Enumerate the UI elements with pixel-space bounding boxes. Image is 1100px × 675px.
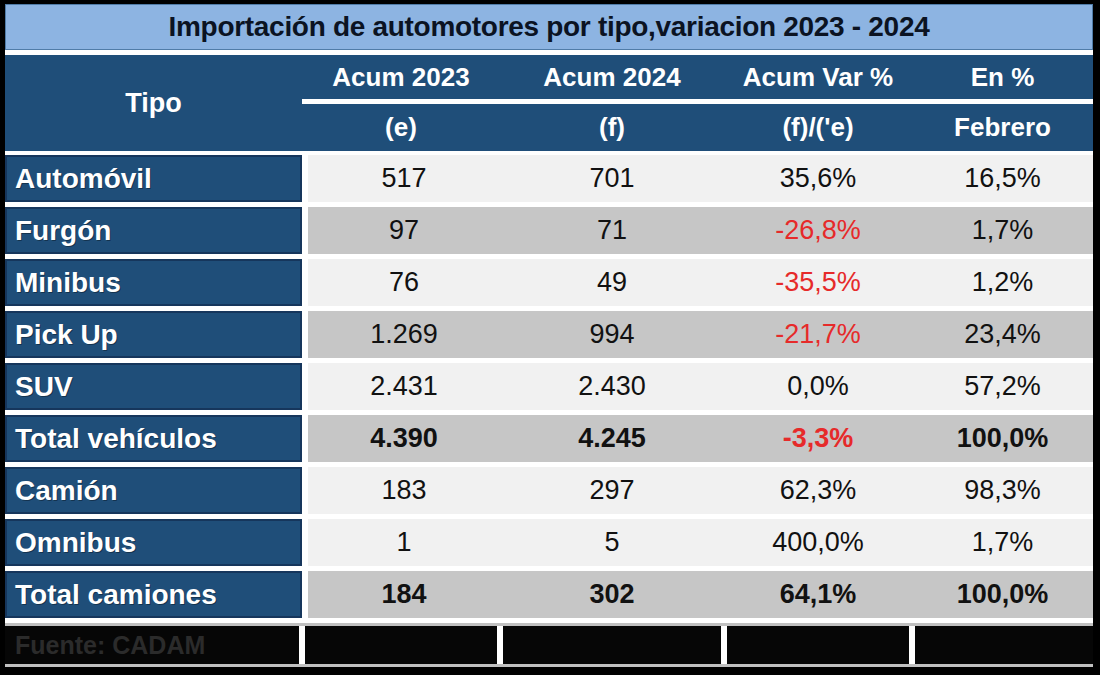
value-acum-var: 35,6% — [724, 155, 912, 202]
row-values: 76 49 -35,5% 1,2% — [308, 259, 1093, 306]
table-row: Total vehículos 4.390 4.245 -3,3% 100,0% — [5, 415, 1093, 462]
source-label: Fuente: CADAM — [15, 631, 205, 660]
column-subheader-febrero: Febrero — [912, 104, 1093, 151]
value-acum-2023: 184 — [308, 571, 500, 618]
value-acum-2024: 49 — [500, 259, 724, 306]
value-en-pct: 1,7% — [912, 207, 1093, 254]
row-values: 2.431 2.430 0,0% 57,2% — [308, 363, 1093, 410]
column-subheader-e: (e) — [302, 104, 500, 151]
value-en-pct: 1,2% — [912, 259, 1093, 306]
value-acum-var: -35,5% — [724, 259, 912, 306]
value-acum-2023: 97 — [308, 207, 500, 254]
value-acum-2023: 183 — [308, 467, 500, 514]
row-label: Automóvil — [5, 155, 302, 202]
value-acum-2023: 517 — [308, 155, 500, 202]
footer-cell-blank — [305, 626, 497, 664]
row-label: Furgón — [5, 207, 302, 254]
row-values: 97 71 -26,8% 1,7% — [308, 207, 1093, 254]
row-values: 4.390 4.245 -3,3% 100,0% — [308, 415, 1093, 462]
value-acum-var: -26,8% — [724, 207, 912, 254]
column-subheader-formula: (f)/('e) — [724, 104, 912, 151]
row-values: 184 302 64,1% 100,0% — [308, 571, 1093, 618]
row-values: 183 297 62,3% 98,3% — [308, 467, 1093, 514]
column-header-en-pct: En % — [912, 55, 1093, 99]
row-label: Camión — [5, 467, 302, 514]
value-acum-var: 400,0% — [724, 519, 912, 566]
value-acum-2023: 1 — [308, 519, 500, 566]
value-acum-var: 62,3% — [724, 467, 912, 514]
value-acum-2023: 1.269 — [308, 311, 500, 358]
table-row: Omnibus 1 5 400,0% 1,7% — [5, 519, 1093, 566]
value-acum-2024: 701 — [500, 155, 724, 202]
table-row: SUV 2.431 2.430 0,0% 57,2% — [5, 363, 1093, 410]
footer-cell-blank — [503, 626, 721, 664]
table-row: Automóvil 517 701 35,6% 16,5% — [5, 155, 1093, 202]
footer-cell-blank — [727, 626, 909, 664]
column-subheader-f: (f) — [500, 104, 724, 151]
table-header: Tipo Acum 2023 Acum 2024 Acum Var % En %… — [5, 55, 1093, 151]
row-values: 1 5 400,0% 1,7% — [308, 519, 1093, 566]
footer-cell-blank — [915, 626, 1093, 664]
value-acum-2023: 2.431 — [308, 363, 500, 410]
value-acum-2024: 297 — [500, 467, 724, 514]
value-en-pct: 100,0% — [912, 571, 1093, 618]
column-header-acum-var: Acum Var % — [724, 55, 912, 99]
table-row: Furgón 97 71 -26,8% 1,7% — [5, 207, 1093, 254]
value-acum-2024: 302 — [500, 571, 724, 618]
column-header-tipo: Tipo — [5, 55, 302, 151]
value-en-pct: 16,5% — [912, 155, 1093, 202]
source-row: Fuente: CADAM — [5, 623, 1093, 667]
column-header-acum-2023: Acum 2023 — [302, 55, 500, 99]
value-acum-var: 0,0% — [724, 363, 912, 410]
row-label: Omnibus — [5, 519, 302, 566]
value-acum-2024: 4.245 — [500, 415, 724, 462]
value-acum-2023: 4.390 — [308, 415, 500, 462]
value-acum-var: -3,3% — [724, 415, 912, 462]
value-en-pct: 98,3% — [912, 467, 1093, 514]
value-en-pct: 57,2% — [912, 363, 1093, 410]
row-label: Minibus — [5, 259, 302, 306]
row-label: Total camiones — [5, 571, 302, 618]
value-en-pct: 23,4% — [912, 311, 1093, 358]
row-label: SUV — [5, 363, 302, 410]
value-acum-var: 64,1% — [724, 571, 912, 618]
table-body: Automóvil 517 701 35,6% 16,5% Furgón 97 … — [5, 155, 1093, 618]
table-row: Pick Up 1.269 994 -21,7% 23,4% — [5, 311, 1093, 358]
row-values: 517 701 35,6% 16,5% — [308, 155, 1093, 202]
value-acum-2024: 2.430 — [500, 363, 724, 410]
value-en-pct: 100,0% — [912, 415, 1093, 462]
value-acum-2024: 71 — [500, 207, 724, 254]
header-columns: Acum 2023 Acum 2024 Acum Var % En % (e) … — [302, 55, 1093, 151]
value-acum-2024: 994 — [500, 311, 724, 358]
table-row: Camión 183 297 62,3% 98,3% — [5, 467, 1093, 514]
value-en-pct: 1,7% — [912, 519, 1093, 566]
row-label: Total vehículos — [5, 415, 302, 462]
row-label: Pick Up — [5, 311, 302, 358]
value-acum-2024: 5 — [500, 519, 724, 566]
table-row: Minibus 76 49 -35,5% 1,2% — [5, 259, 1093, 306]
table-title: Importación de automotores por tipo,vari… — [5, 4, 1093, 50]
column-header-acum-2024: Acum 2024 — [500, 55, 724, 99]
value-acum-2023: 76 — [308, 259, 500, 306]
row-values: 1.269 994 -21,7% 23,4% — [308, 311, 1093, 358]
import-table: Importación de automotores por tipo,vari… — [5, 4, 1093, 667]
source-cell: Fuente: CADAM — [5, 626, 299, 664]
value-acum-var: -21,7% — [724, 311, 912, 358]
table-row: Total camiones 184 302 64,1% 100,0% — [5, 571, 1093, 618]
